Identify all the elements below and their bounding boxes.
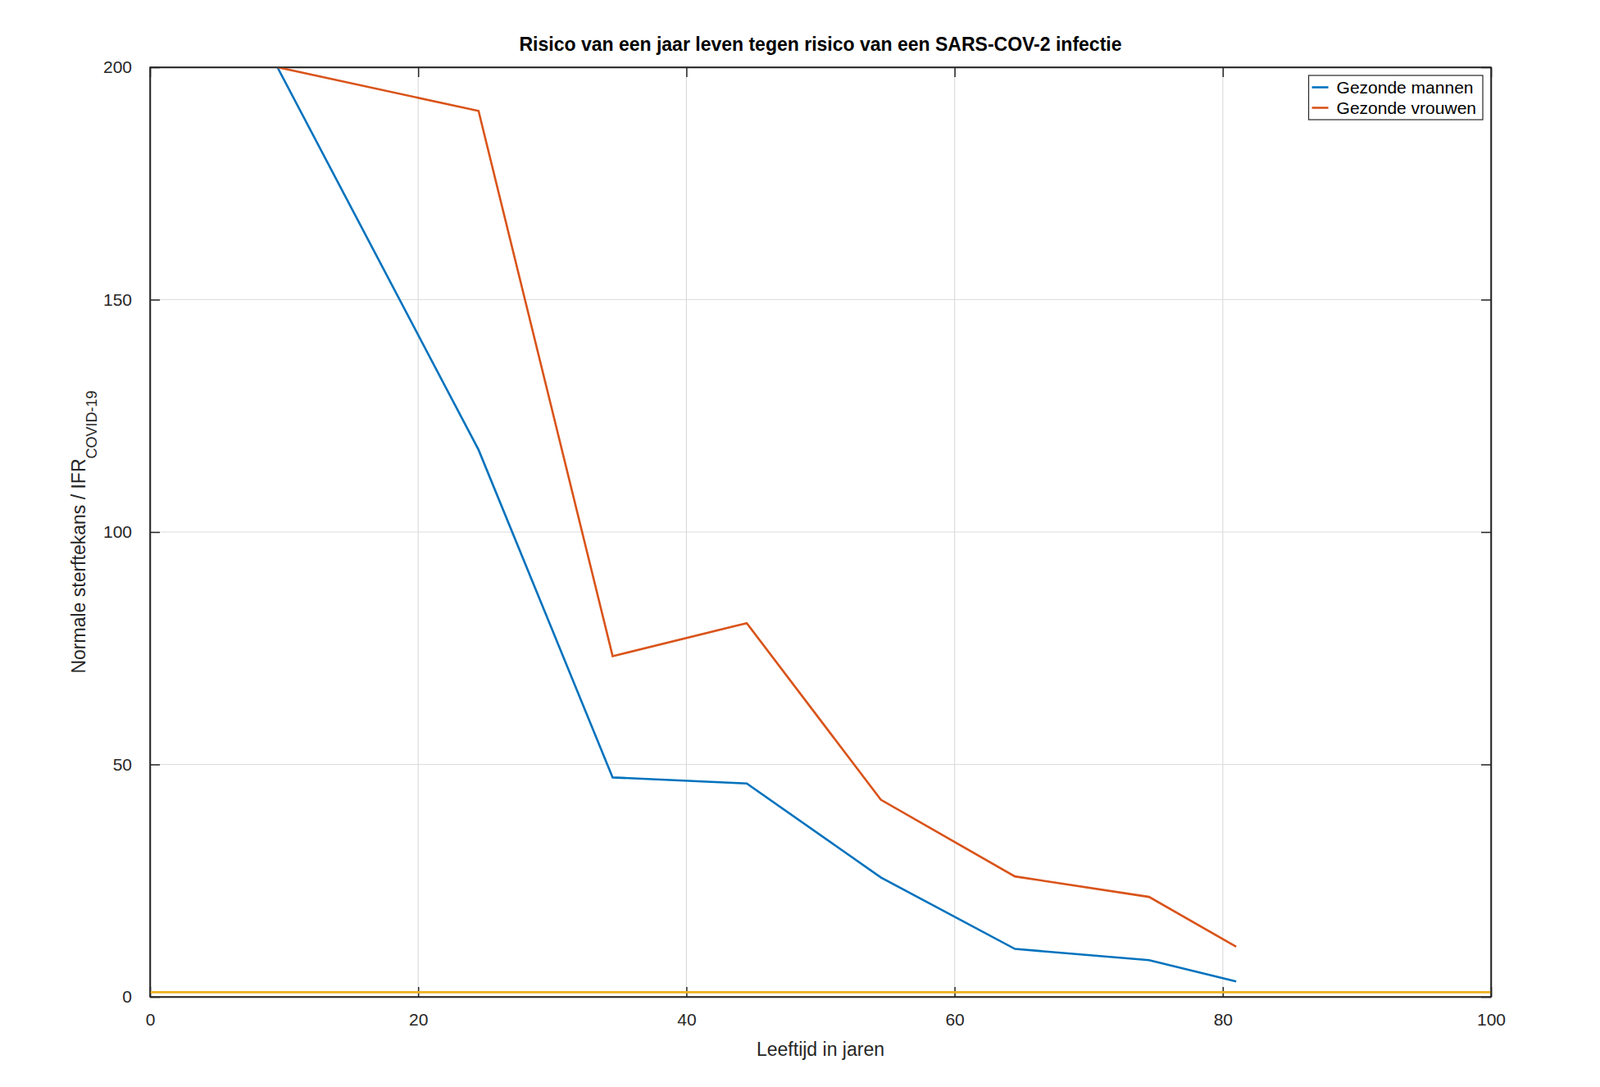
x-axis-top [150,67,1492,78]
tick-label: 80 [1213,1009,1233,1029]
tick-label: 100 [103,522,132,541]
tick: 80 [1213,986,1233,1029]
tick-label: 100 [1477,1009,1506,1029]
chart: 0 20 40 60 80 100 0 50 100 150 200 Risico van een j… [0,0,1600,1087]
series-line [277,67,1237,982]
tick-mark [1481,763,1491,766]
series-line [150,990,1491,994]
x-axis-title: Leeftijd in jaren [756,1038,885,1060]
tick [1481,300,1491,301]
tick: 40 [677,986,696,1029]
tick-label: 150 [103,290,132,310]
legend-swatch [1312,106,1329,110]
tick [1222,67,1224,78]
tick-label: 200 [103,57,132,77]
grid [150,67,1491,997]
grid-line-y [150,763,1491,765]
tick-label: 60 [945,1009,964,1029]
tick-mark [150,531,160,534]
title: Risico van een jaar leven tegen risico v… [518,33,1122,55]
x-axis: 0 20 40 60 80 100 [145,986,1506,1029]
tick [954,67,956,78]
tick-mark [954,67,956,78]
y-axis-right [1481,68,1492,998]
tick: 100 [103,522,160,541]
tick: 50 [113,754,160,774]
tick-mark [1222,67,1225,78]
series-line [277,67,1237,947]
plot: 0 20 40 60 80 100 0 50 100 150 200 [103,57,1506,1029]
legend-box [1309,75,1483,120]
tick-mark [686,67,688,78]
y-axis: 0 50 100 150 200 [103,57,160,1006]
tick [418,67,419,78]
tick: 20 [409,986,428,1029]
tick-mark [1481,299,1491,301]
tick [686,67,687,78]
tick-label: 40 [677,1009,696,1029]
y-axis-title-sub: COVID-19 [83,390,100,459]
legend-swatch [1312,86,1329,89]
tick: 60 [945,986,964,1029]
tick-label: 20 [409,1009,428,1029]
legend: Gezonde mannenGezonde vrouwen [1309,75,1483,120]
tick-label: 0 [122,986,132,1006]
tick-label: 50 [113,754,132,774]
series-group [150,67,1491,992]
plot-frame [150,67,1491,997]
tick-mark [1481,531,1491,534]
tick-mark [150,299,160,301]
grid-line-y [150,531,1491,532]
y-axis-title-main: Normale sterftekans / IFR [68,459,90,674]
legend-label: Gezonde mannen [1336,77,1474,97]
legend-label: Gezonde vrouwen [1336,98,1477,118]
tick-mark [150,763,160,766]
grid-line-y [150,299,1491,300]
tick-label: 0 [145,1009,156,1029]
tick [1481,531,1491,533]
tick [1481,764,1491,766]
y-axis-title: Normale sterftekans / IFRCOVID-19 [68,390,100,673]
tick: 150 [103,290,160,310]
tick-mark [418,67,420,78]
